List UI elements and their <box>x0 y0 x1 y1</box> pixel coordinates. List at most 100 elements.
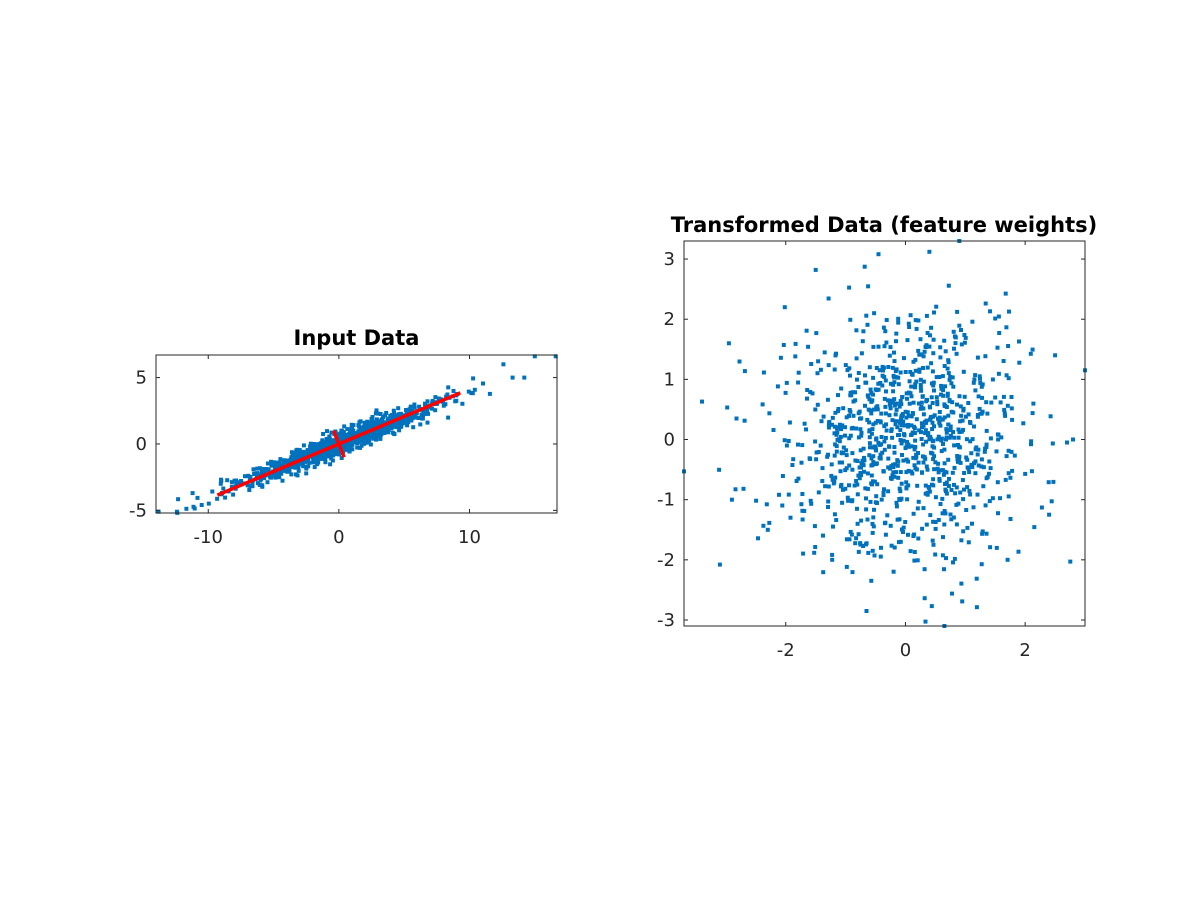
data-point <box>330 438 335 443</box>
data-point <box>909 394 914 399</box>
data-point <box>955 309 960 314</box>
data-point <box>955 454 960 458</box>
data-point <box>924 313 929 318</box>
data-point <box>953 491 958 496</box>
data-point <box>981 465 986 470</box>
data-point <box>968 420 972 424</box>
data-point <box>881 493 886 497</box>
data-point <box>898 539 903 544</box>
data-point <box>796 370 801 375</box>
data-point <box>931 519 936 524</box>
data-point <box>799 502 804 507</box>
data-point <box>892 350 896 355</box>
data-point <box>895 463 900 468</box>
data-point <box>893 412 898 417</box>
data-point <box>906 424 911 429</box>
data-point <box>984 531 989 536</box>
data-point <box>218 481 223 486</box>
data-point <box>918 382 923 387</box>
data-point <box>328 462 333 467</box>
data-point <box>932 424 936 429</box>
data-point <box>892 545 897 550</box>
data-point <box>924 464 929 469</box>
data-point <box>296 468 301 473</box>
data-point <box>937 375 942 379</box>
data-point <box>393 413 398 418</box>
data-point <box>958 404 963 409</box>
data-point <box>417 404 422 409</box>
data-point <box>962 471 967 475</box>
data-point <box>830 552 835 557</box>
data-point <box>907 325 912 329</box>
data-point <box>844 453 849 458</box>
data-point <box>794 479 799 483</box>
data-point <box>847 537 852 542</box>
data-point <box>939 392 943 397</box>
data-point <box>397 428 402 433</box>
data-point <box>884 340 889 345</box>
data-point <box>844 564 849 569</box>
data-point <box>888 466 892 471</box>
data-point <box>843 468 848 473</box>
data-point <box>376 423 381 428</box>
data-point <box>1001 394 1006 399</box>
data-point <box>210 489 215 494</box>
data-point <box>914 452 919 457</box>
data-point <box>821 570 826 575</box>
data-point <box>931 383 936 388</box>
data-point <box>924 522 929 527</box>
data-point <box>830 422 834 427</box>
data-point <box>957 454 962 459</box>
data-point <box>954 351 959 356</box>
data-point <box>871 515 876 520</box>
data-point <box>946 422 951 427</box>
data-point <box>910 411 915 416</box>
data-point <box>974 605 979 610</box>
data-point <box>933 552 938 557</box>
data-point <box>319 444 324 449</box>
data-point <box>903 446 908 451</box>
data-point <box>894 331 899 336</box>
data-point <box>406 420 411 425</box>
data-point <box>832 367 837 372</box>
data-point <box>799 460 804 465</box>
data-point <box>901 530 905 534</box>
x-tick-label: 10 <box>458 527 481 548</box>
data-point <box>381 430 386 435</box>
data-point <box>251 467 256 472</box>
data-point <box>871 375 876 380</box>
data-point <box>839 482 844 487</box>
data-point <box>1047 512 1052 517</box>
data-point <box>922 349 927 354</box>
data-point <box>1007 309 1011 314</box>
data-point <box>938 345 943 350</box>
data-point <box>959 328 963 332</box>
data-point <box>889 543 894 548</box>
data-point <box>190 491 195 496</box>
data-point <box>813 267 818 272</box>
data-point <box>923 619 928 624</box>
data-point <box>425 420 430 425</box>
data-point <box>980 529 985 534</box>
data-point <box>869 481 874 486</box>
data-point <box>941 393 946 398</box>
data-point <box>830 415 835 420</box>
data-point <box>425 408 430 413</box>
data-point <box>938 355 943 360</box>
data-point <box>818 367 823 372</box>
data-point <box>942 461 947 466</box>
data-point <box>441 403 446 408</box>
data-point <box>949 381 954 386</box>
data-point <box>876 387 881 392</box>
data-point <box>371 422 376 427</box>
data-point <box>321 432 326 436</box>
data-point <box>892 450 897 455</box>
data-point <box>949 488 954 492</box>
data-point <box>864 313 869 318</box>
data-point <box>786 492 791 497</box>
data-point <box>813 439 818 444</box>
data-point <box>1005 403 1010 408</box>
data-point <box>865 322 870 327</box>
data-point <box>257 466 262 471</box>
data-point <box>916 348 921 353</box>
